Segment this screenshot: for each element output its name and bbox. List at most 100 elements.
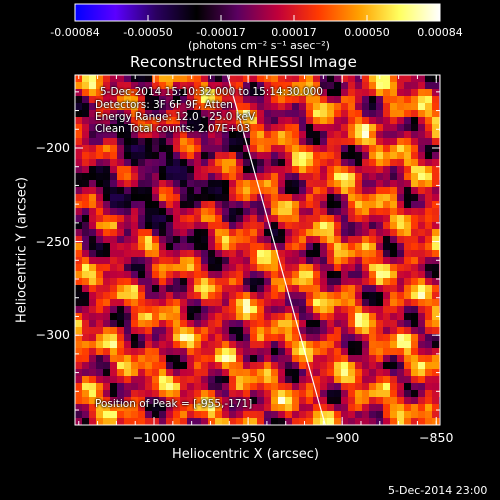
heatmap-cell [320,215,328,223]
heatmap-cell [124,383,132,391]
heatmap-cell [229,285,237,293]
heatmap-cell [411,313,419,321]
heatmap-cell [96,418,104,425]
heatmap-cell [243,208,251,216]
heatmap-cell [411,257,419,265]
heatmap-cell [285,264,293,272]
heatmap-cell [257,348,265,356]
heatmap-cell [425,341,433,349]
heatmap-cell [131,285,139,293]
heatmap-cell [222,229,230,237]
heatmap-cell [152,271,160,279]
heatmap-cell [194,222,202,230]
heatmap-cell [418,75,426,83]
heatmap-cell [243,418,251,425]
heatmap-cell [110,117,118,125]
heatmap-cell [383,208,391,216]
heatmap-cell [166,187,174,195]
heatmap-cell [348,390,356,398]
heatmap-cell [82,145,90,153]
heatmap-cell [362,362,370,370]
heatmap-cell [271,138,279,146]
heatmap-cell [250,257,258,265]
heatmap-cell [278,201,286,209]
heatmap-cell [278,103,286,111]
heatmap-cell [152,257,160,265]
heatmap-cell [411,404,419,412]
heatmap-cell [292,278,300,286]
heatmap-cell [145,355,153,363]
heatmap-cell [229,166,237,174]
heatmap-cell [103,257,111,265]
heatmap-cell [271,82,279,90]
heatmap-cell [278,159,286,167]
heatmap-cell [376,124,384,132]
heatmap-cell [173,257,181,265]
heatmap-cell [222,299,230,307]
heatmap-cell [299,89,307,97]
heatmap-cell [201,89,209,97]
heatmap-cell [418,292,426,300]
heatmap-cell [131,229,139,237]
heatmap-cell [299,222,307,230]
heatmap-cell [131,327,139,335]
heatmap-cell [173,362,181,370]
heatmap-cell [390,110,398,118]
heatmap-cell [110,229,118,237]
heatmap-cell [236,341,244,349]
heatmap-cell [89,201,97,209]
heatmap-cell [173,110,181,118]
heatmap-cell [292,327,300,335]
heatmap-cell [124,285,132,293]
heatmap-cell [313,96,321,104]
heatmap-cell [257,264,265,272]
heatmap-cell [264,82,272,90]
heatmap-cell [369,103,377,111]
heatmap-cell [390,411,398,419]
heatmap-cell [236,145,244,153]
heatmap-cell [110,236,118,244]
heatmap-cell [187,383,195,391]
heatmap-cell [369,411,377,419]
heatmap-cell [145,369,153,377]
heatmap-cell [145,306,153,314]
heatmap-cell [264,145,272,153]
heatmap-cell [159,89,167,97]
heatmap-cell [96,180,104,188]
heatmap-cell [390,327,398,335]
colorbar-units: (photons cm⁻² s⁻¹ asec⁻²) [188,39,330,52]
heatmap-cell [341,82,349,90]
heatmap-cell [306,250,314,258]
heatmap-cell [243,194,251,202]
heatmap-cell [194,75,202,83]
heatmap-cell [271,117,279,125]
heatmap-cell [355,390,363,398]
heatmap-cell [110,187,118,195]
heatmap-cell [110,341,118,349]
heatmap-cell [243,383,251,391]
heatmap-cell [327,292,335,300]
heatmap-cell [250,173,258,181]
heatmap-cell [271,243,279,251]
heatmap-cell [243,89,251,97]
heatmap-cell [243,264,251,272]
heatmap-cell [103,222,111,230]
heatmap-cell [236,306,244,314]
heatmap-cell [201,411,209,419]
heatmap-cell [138,75,146,83]
heatmap-cell [75,348,83,356]
heatmap-cell [285,110,293,118]
heatmap-cell [166,96,174,104]
heatmap-cell [418,383,426,391]
heatmap-cell [103,229,111,237]
heatmap-cell [418,208,426,216]
heatmap-cell [89,376,97,384]
heatmap-cell [425,152,433,160]
heatmap-cell [103,152,111,160]
heatmap-cell [110,243,118,251]
heatmap-cell [355,341,363,349]
heatmap-cell [96,369,104,377]
heatmap-cell [418,103,426,111]
heatmap-cell [145,75,153,83]
heatmap-cell [362,299,370,307]
